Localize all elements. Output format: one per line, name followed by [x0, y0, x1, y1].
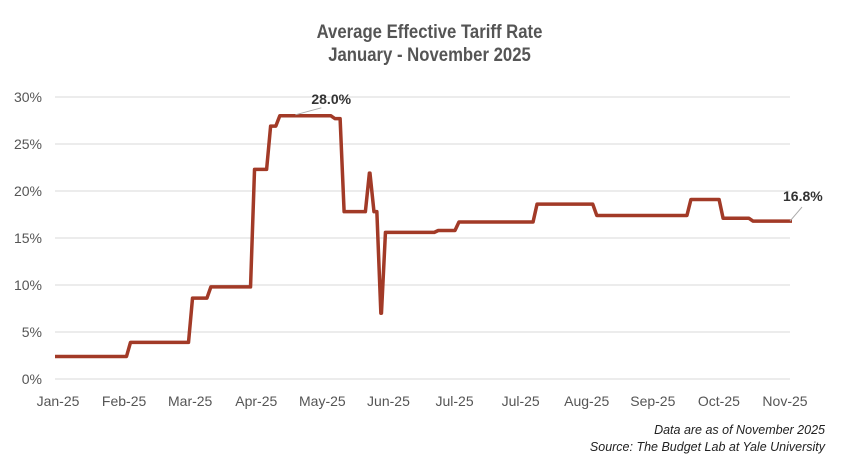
x-tick-label: Aug-25: [564, 393, 609, 409]
data-note: Data are as of November 2025: [654, 423, 825, 437]
x-tick-label: Apr-25: [235, 393, 277, 409]
x-tick-label: Oct-25: [698, 393, 740, 409]
x-tick-label: Nov-25: [762, 393, 807, 409]
y-tick-label: 10%: [14, 277, 42, 293]
y-tick-label: 20%: [14, 183, 42, 199]
annotation-latest: 16.8%: [783, 188, 823, 204]
x-tick-label: Feb-25: [102, 393, 147, 409]
y-tick-label: 30%: [14, 89, 42, 105]
chart-title: Average Effective Tariff Rate: [316, 22, 543, 43]
x-tick-label: May-25: [299, 393, 346, 409]
annotation-leader: [295, 107, 322, 116]
annotation-peak: 28.0%: [311, 91, 351, 107]
x-tick-label: Sep-25: [630, 393, 675, 409]
x-tick-label: Jun-25: [367, 393, 410, 409]
y-tick-label: 0%: [22, 371, 42, 387]
y-tick-label: 15%: [14, 230, 42, 246]
x-tick-label: Jul-25: [435, 393, 473, 409]
chart-subtitle: January - November 2025: [328, 45, 531, 66]
annotation-leader: [789, 206, 803, 222]
x-tick-label: Jul-25: [502, 393, 540, 409]
source-note: Source: The Budget Lab at Yale Universit…: [589, 440, 825, 454]
y-tick-label: 5%: [22, 324, 42, 340]
series-line: [55, 114, 792, 359]
y-tick-label: 25%: [14, 136, 42, 152]
x-tick-label: Mar-25: [168, 393, 213, 409]
x-tick-label: Jan-25: [37, 393, 80, 409]
